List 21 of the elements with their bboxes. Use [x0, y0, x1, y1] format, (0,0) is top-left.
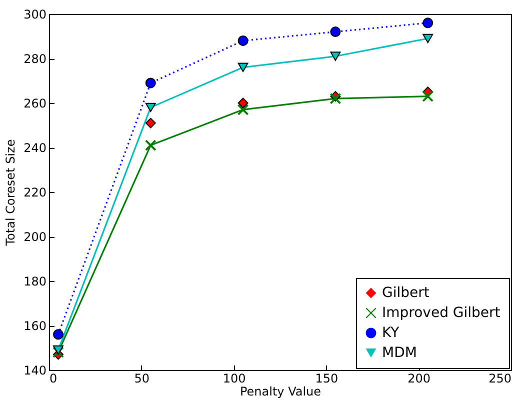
y-tick-label: 180: [24, 274, 46, 288]
y-tick-label: 200: [24, 230, 46, 244]
x-tick-label: 250: [488, 372, 512, 386]
legend-label: KY: [382, 325, 400, 341]
x-tick-label: 50: [134, 372, 150, 386]
legend-label: MDM: [382, 345, 417, 361]
x-tick-label: 200: [408, 372, 431, 386]
y-axis-title: Total Coreset Size: [4, 139, 18, 247]
y-tick-label: 280: [24, 52, 46, 66]
x-tick-label: 150: [315, 372, 338, 386]
y-tick-label: 160: [24, 319, 46, 333]
legend-label: Gilbert: [382, 285, 430, 301]
y-tick-label: 140: [24, 364, 46, 378]
x-tick-label: 0: [50, 372, 58, 386]
x-tick-label: 100: [222, 372, 246, 386]
y-tick-label: 300: [24, 8, 46, 22]
y-tick-label: 240: [24, 141, 46, 155]
y-tick-label: 220: [24, 186, 46, 200]
y-tick-label: 260: [24, 96, 46, 110]
x-axis-title: Penalty Value: [240, 384, 322, 398]
legend-label: Improved Gilbert: [382, 305, 501, 321]
